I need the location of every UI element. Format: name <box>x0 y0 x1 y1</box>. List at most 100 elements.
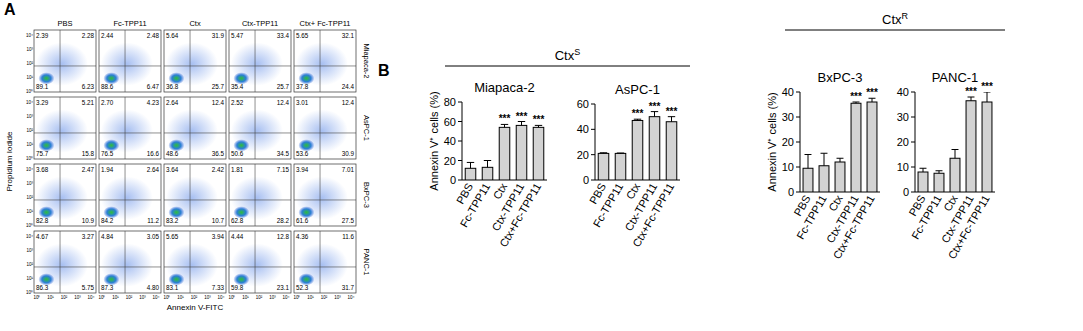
quadrant-value: 82.8 <box>36 217 49 224</box>
bar <box>465 168 476 180</box>
quadrant-line <box>125 164 126 226</box>
error-cap <box>920 168 927 169</box>
quadrant-value: 76.5 <box>101 150 114 157</box>
cell-spread <box>166 42 218 85</box>
quadrant-line <box>60 30 61 92</box>
quadrant-value: 4.84 <box>101 233 114 240</box>
quadrant-line <box>229 132 291 133</box>
quadrant-value: 2.70 <box>101 99 114 106</box>
quadrant-line <box>99 199 161 200</box>
plot-frame <box>34 30 96 92</box>
quadrant-value: 24.4 <box>342 83 355 90</box>
tick-label: 10⁴ <box>26 167 33 172</box>
cell-spread <box>36 42 88 85</box>
quadrant-value: 3.05 <box>147 233 160 240</box>
y-tick <box>591 104 595 105</box>
quadrant-value: 2.52 <box>231 99 244 106</box>
tick-label: 10² <box>61 295 68 300</box>
group-label-sup: R <box>902 11 909 21</box>
plot-frame <box>99 97 161 159</box>
quadrant-value: 6.47 <box>147 83 160 90</box>
bars <box>465 122 544 181</box>
bar <box>851 103 861 192</box>
y-tick <box>458 102 462 103</box>
quadrant-value: 12.4 <box>342 99 355 106</box>
plot-frame <box>229 30 291 92</box>
plot-frame <box>294 231 356 293</box>
tick-label: 40 <box>577 123 589 135</box>
quadrant-value: 3.94 <box>296 166 309 173</box>
cell-spread <box>101 176 153 219</box>
tick-label: 40 <box>897 86 909 98</box>
quadrant-value: 12.8 <box>277 233 290 240</box>
cell-spread <box>296 243 348 286</box>
quadrant-line <box>294 199 356 200</box>
tick-label: 10³ <box>26 47 33 52</box>
tick-label: 20 <box>897 136 909 148</box>
quadrant-line <box>164 199 226 200</box>
quadrant-line <box>190 97 191 159</box>
tick-label: 20 <box>577 149 589 161</box>
quadrant-value: 5.75 <box>82 284 95 291</box>
quadrant-value: 3.29 <box>36 99 49 106</box>
quadrant-value: 4.23 <box>147 99 160 106</box>
tick-label: 10⁰ <box>26 290 33 295</box>
quadrant-value: 2.42 <box>212 166 225 173</box>
quadrant-value: 61.6 <box>296 217 309 224</box>
quadrant-value: 86.3 <box>36 284 49 291</box>
quadrant-value: 32.1 <box>342 32 355 39</box>
significance: *** <box>499 113 511 124</box>
y-tick <box>911 167 915 168</box>
quadrant-line <box>294 266 356 267</box>
tick-label: 10² <box>26 262 33 267</box>
quadrant-line <box>255 231 256 293</box>
quadrant-line <box>99 266 161 267</box>
quadrant-line <box>125 231 126 293</box>
bar <box>918 172 928 192</box>
y-tick <box>911 117 915 118</box>
quadrant-line <box>229 199 291 200</box>
y-tick <box>458 141 462 142</box>
y-tick <box>911 142 915 143</box>
significance: *** <box>981 81 993 92</box>
tick-label: 10⁴ <box>26 234 33 239</box>
plot-frame <box>294 30 356 92</box>
quadrant-line <box>125 30 126 92</box>
bar <box>482 167 493 180</box>
category-label: Fc-TPP11 <box>794 193 829 241</box>
plot-frame <box>99 30 161 92</box>
quadrant-value: 2.39 <box>36 32 49 39</box>
tick-label: 10 <box>782 161 794 173</box>
tick-label: 10⁰ <box>26 156 33 161</box>
cell-spread <box>296 109 348 152</box>
tick-label: 10¹ <box>177 295 184 300</box>
quadrant-value: 2.28 <box>82 32 95 39</box>
quadrant-line <box>294 132 356 133</box>
tick-label: 10⁰ <box>98 295 105 300</box>
quadrant-value: 27.5 <box>342 217 355 224</box>
bars <box>803 98 877 192</box>
plot-frame <box>99 231 161 293</box>
error-cap <box>617 153 624 154</box>
chart-title: AsPC-1 <box>615 82 660 97</box>
tick-label: 10¹ <box>307 295 314 300</box>
tick-label: 10² <box>26 195 33 200</box>
quadrant-value: 30.9 <box>342 150 355 157</box>
tick-label: 10³ <box>26 114 33 119</box>
quadrant-value: 36.8 <box>166 83 179 90</box>
quadrant-value: 34.5 <box>277 150 290 157</box>
quadrant-value: 3.01 <box>296 99 309 106</box>
tick-label: 10² <box>191 295 198 300</box>
y-tick <box>458 121 462 122</box>
tick-label: 10⁴ <box>26 100 33 105</box>
group-label: CtxR <box>882 11 909 27</box>
quadrant-line <box>294 65 356 66</box>
bar <box>666 122 677 180</box>
significance: *** <box>850 91 862 102</box>
quadrant-value: 10.7 <box>212 217 225 224</box>
tick-label: 10⁰ <box>33 295 40 300</box>
bar <box>649 117 660 180</box>
plot-frame <box>294 164 356 226</box>
plot-frame <box>294 97 356 159</box>
tick-label: 0 <box>903 186 909 198</box>
